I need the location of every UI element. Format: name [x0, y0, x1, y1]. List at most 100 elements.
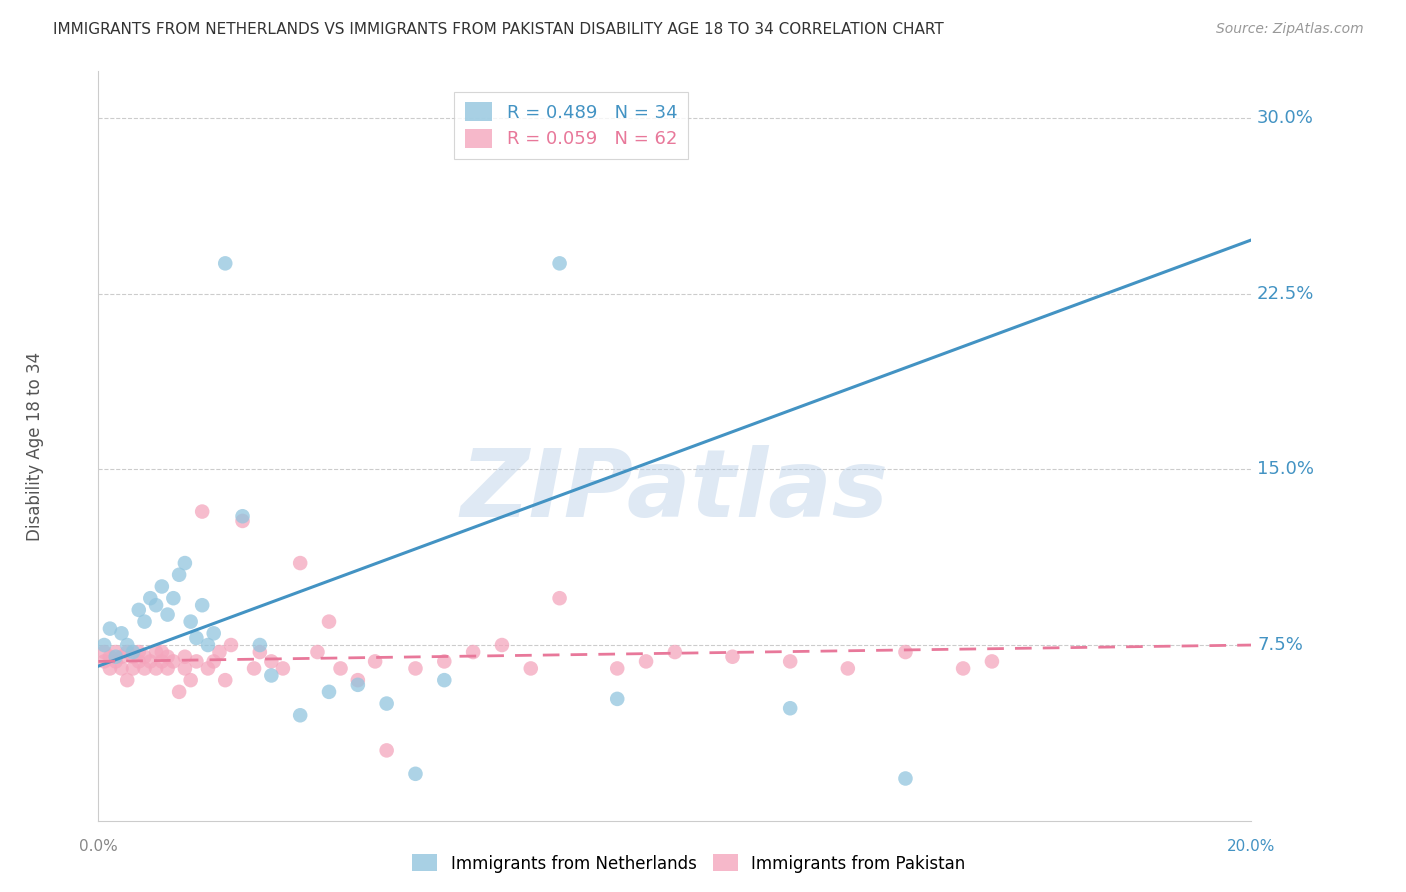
- Text: 22.5%: 22.5%: [1257, 285, 1315, 302]
- Point: [433, 673, 456, 688]
- Point: [180, 615, 202, 629]
- Point: [93, 655, 115, 669]
- Legend: R = 0.489   N = 34, R = 0.059   N = 62: R = 0.489 N = 34, R = 0.059 N = 62: [454, 92, 688, 159]
- Text: 7.5%: 7.5%: [1257, 636, 1303, 654]
- Point: [167, 685, 190, 699]
- Point: [104, 645, 127, 659]
- Point: [128, 655, 150, 669]
- Text: 0.0%: 0.0%: [79, 839, 118, 855]
- Point: [134, 615, 156, 629]
- Point: [981, 655, 1004, 669]
- Point: [664, 645, 686, 659]
- Point: [260, 655, 283, 669]
- Point: [202, 626, 225, 640]
- Point: [243, 661, 266, 675]
- Point: [93, 638, 115, 652]
- Point: [548, 256, 571, 270]
- Point: [110, 626, 132, 640]
- Text: 15.0%: 15.0%: [1257, 460, 1315, 478]
- Point: [606, 661, 628, 675]
- Point: [162, 655, 184, 669]
- Point: [128, 645, 150, 659]
- Point: [894, 645, 917, 659]
- Point: [271, 661, 294, 675]
- Point: [98, 622, 121, 636]
- Point: [375, 697, 398, 711]
- Text: ZIPatlas: ZIPatlas: [461, 445, 889, 537]
- Text: Source: ZipAtlas.com: Source: ZipAtlas.com: [1216, 22, 1364, 37]
- Point: [156, 607, 179, 622]
- Point: [491, 638, 513, 652]
- Point: [197, 638, 219, 652]
- Point: [110, 661, 132, 675]
- Point: [186, 655, 208, 669]
- Point: [174, 556, 197, 570]
- Point: [180, 673, 202, 688]
- Point: [110, 649, 132, 664]
- Point: [186, 631, 208, 645]
- Point: [779, 655, 801, 669]
- Point: [606, 692, 628, 706]
- Point: [98, 649, 121, 664]
- Point: [461, 645, 484, 659]
- Point: [150, 655, 173, 669]
- Point: [721, 649, 744, 664]
- Point: [93, 645, 115, 659]
- Point: [520, 661, 543, 675]
- Point: [214, 256, 236, 270]
- Point: [197, 661, 219, 675]
- Point: [405, 767, 427, 781]
- Point: [231, 514, 254, 528]
- Point: [98, 661, 121, 675]
- Point: [290, 556, 312, 570]
- Point: [636, 655, 658, 669]
- Point: [318, 685, 340, 699]
- Point: [779, 701, 801, 715]
- Point: [156, 649, 179, 664]
- Point: [191, 505, 214, 519]
- Point: [139, 591, 162, 606]
- Point: [364, 655, 387, 669]
- Point: [174, 649, 197, 664]
- Point: [122, 645, 145, 659]
- Point: [346, 678, 368, 692]
- Point: [162, 591, 184, 606]
- Point: [145, 661, 167, 675]
- Point: [117, 673, 139, 688]
- Point: [249, 645, 271, 659]
- Point: [145, 599, 167, 613]
- Point: [290, 708, 312, 723]
- Point: [307, 645, 329, 659]
- Point: [548, 591, 571, 606]
- Point: [375, 743, 398, 757]
- Point: [837, 661, 859, 675]
- Text: 30.0%: 30.0%: [1257, 109, 1315, 128]
- Legend: Immigrants from Netherlands, Immigrants from Pakistan: Immigrants from Netherlands, Immigrants …: [405, 847, 973, 880]
- Point: [139, 655, 162, 669]
- Point: [952, 661, 974, 675]
- Point: [104, 655, 127, 669]
- Point: [134, 649, 156, 664]
- Point: [208, 645, 231, 659]
- Point: [433, 655, 456, 669]
- Point: [134, 661, 156, 675]
- Point: [231, 509, 254, 524]
- Point: [191, 599, 214, 613]
- Point: [167, 567, 190, 582]
- Point: [249, 638, 271, 652]
- Point: [150, 580, 173, 594]
- Point: [122, 661, 145, 675]
- Point: [260, 668, 283, 682]
- Point: [174, 661, 197, 675]
- Point: [150, 645, 173, 659]
- Point: [202, 655, 225, 669]
- Point: [894, 772, 917, 786]
- Point: [104, 649, 127, 664]
- Text: Disability Age 18 to 34: Disability Age 18 to 34: [25, 351, 44, 541]
- Point: [329, 661, 352, 675]
- Point: [122, 649, 145, 664]
- Point: [117, 645, 139, 659]
- Point: [156, 661, 179, 675]
- Point: [214, 673, 236, 688]
- Text: 20.0%: 20.0%: [1227, 839, 1275, 855]
